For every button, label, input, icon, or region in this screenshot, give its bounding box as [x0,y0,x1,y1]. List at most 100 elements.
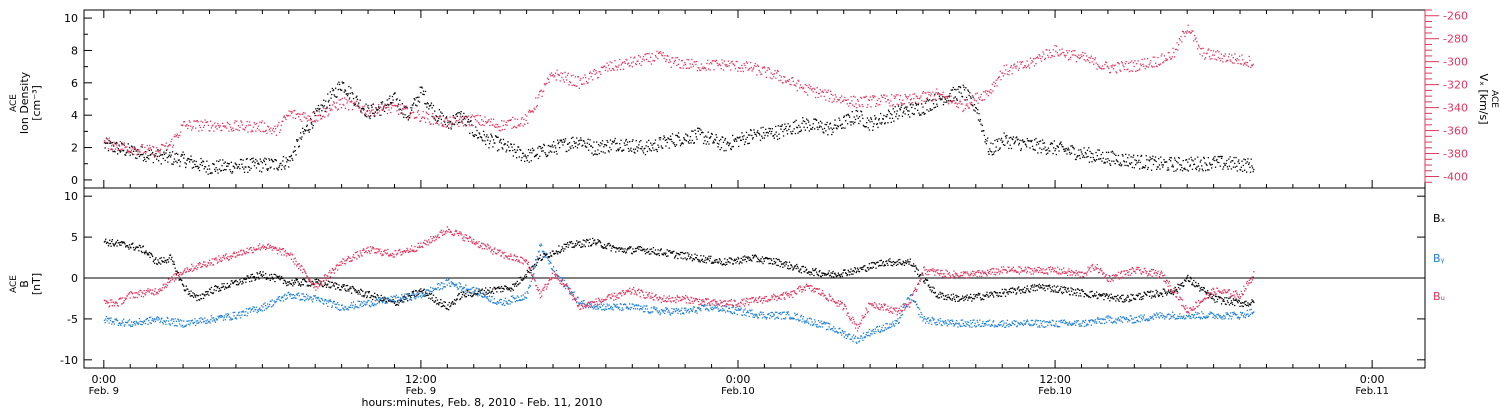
data-point [438,302,440,304]
data-point [555,150,557,153]
data-point [1246,61,1249,64]
data-point [1058,55,1060,57]
data-point [543,143,545,146]
data-point [789,125,791,127]
data-point [348,109,350,111]
data-point [795,119,797,121]
data-point [284,279,286,282]
data-point [1091,161,1093,163]
data-point [156,155,158,158]
data-point [183,289,185,291]
data-point [327,283,329,285]
data-point [669,250,671,252]
data-point [438,304,440,306]
data-point [792,268,795,270]
data-point [715,259,717,261]
data-point [459,121,461,123]
data-point [315,278,318,280]
data-point [725,261,727,264]
data-point [1083,296,1085,298]
data-point [797,132,799,134]
data-point [446,308,448,310]
data-point [235,128,237,130]
data-point [1090,296,1092,299]
data-point [405,107,407,110]
data-point [1117,62,1119,64]
data-point [726,263,728,265]
data-point [808,121,810,123]
data-point [455,114,457,116]
data-point [323,105,326,107]
data-point [895,115,897,118]
data-point [775,261,777,263]
data-point [1242,305,1244,308]
data-point [1055,50,1057,52]
data-point [979,293,981,295]
data-point [195,165,197,168]
data-point [187,157,189,160]
data-point [543,253,545,255]
data-point [650,63,653,65]
data-point [121,241,123,243]
data-point [999,70,1001,72]
data-point [982,99,984,101]
data-point [763,132,765,134]
data-point [988,296,990,298]
data-point [334,95,336,98]
data-point [619,248,621,250]
data-point [1032,289,1034,292]
data-point [339,289,341,291]
data-point [245,166,247,168]
data-point [1104,162,1106,164]
data-point [146,157,149,159]
data-point [180,155,182,157]
data-point [150,153,152,156]
data-point [324,110,326,112]
data-point [1067,59,1070,61]
data-point [213,289,215,291]
data-point [495,135,497,138]
data-point [963,296,966,298]
data-point [1224,303,1227,305]
data-point [948,99,950,102]
data-point [1246,171,1248,173]
data-point [1160,156,1162,158]
data-point [288,110,290,112]
data-point [990,89,992,91]
data-point [291,157,293,160]
data-point [1204,58,1206,60]
data-point [747,256,750,258]
data-point [935,92,937,94]
data-point [1101,294,1103,296]
data-point [703,68,705,70]
data-point [486,293,488,295]
data-point [1115,154,1117,156]
data-point [864,126,867,128]
data-point [470,292,472,294]
data-point [524,114,526,116]
data-point [841,100,844,102]
data-point [841,127,843,129]
data-point [478,122,480,124]
data-point [696,138,698,140]
data-point [332,104,334,106]
data-point [1090,291,1092,293]
data-point [1131,299,1133,301]
data-point [836,128,838,130]
data-point [637,60,639,62]
data-point [311,127,314,129]
data-point [320,281,322,283]
data-point [1094,57,1096,59]
data-point [330,286,332,288]
data-point [818,271,820,273]
data-point [970,103,972,105]
data-point [223,125,225,127]
data-point [1158,63,1160,66]
data-point [163,152,165,154]
data-point [453,302,455,304]
data-point [913,263,915,265]
data-point [1047,288,1049,290]
data-point [1135,159,1137,162]
data-point [173,161,175,163]
data-point [430,293,433,295]
